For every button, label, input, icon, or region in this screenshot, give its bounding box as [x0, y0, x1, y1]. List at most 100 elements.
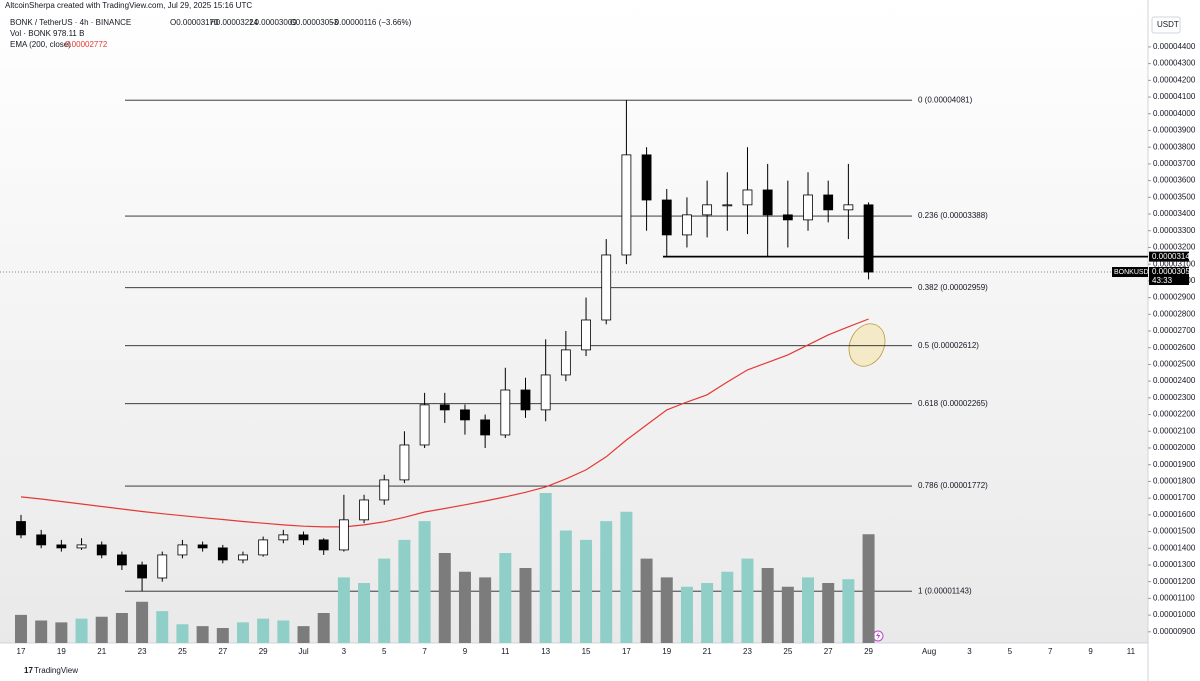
candle-body: [359, 499, 369, 521]
volume-bar: [297, 626, 310, 643]
x-tick-label: 5: [1008, 647, 1013, 656]
candle-body: [520, 389, 531, 411]
y-tick-label: 0.00002700: [1153, 326, 1196, 335]
volume-bar: [358, 583, 371, 643]
candle-body: [16, 521, 26, 536]
footer: TradingView: [34, 666, 78, 675]
y-tick-label: 0.00004100: [1153, 92, 1196, 101]
x-tick-label: 29: [864, 647, 873, 656]
y-tick-label: 0.00003500: [1153, 192, 1196, 201]
candle-body: [117, 554, 127, 566]
y-tick-label: 0.00004400: [1153, 42, 1196, 51]
candle-body: [782, 214, 793, 221]
ema-label: EMA (200, close): [10, 40, 71, 49]
candle-body: [500, 389, 511, 436]
candle-body: [863, 204, 874, 273]
symbol-label: BONKUSDT: [1114, 269, 1154, 276]
candle-body: [379, 479, 390, 501]
x-tick-label: 15: [582, 647, 591, 656]
support-label-box: [1149, 251, 1189, 262]
x-tick-label: 7: [1048, 647, 1053, 656]
y-tick-label: 0.00001600: [1153, 510, 1196, 519]
currency-box[interactable]: [1151, 16, 1181, 34]
volume-value: 978.11 B: [53, 29, 84, 38]
candle-body: [278, 534, 289, 541]
y-tick-label: 0.00002600: [1153, 343, 1196, 352]
candle-body: [581, 319, 591, 351]
x-tick-label: 27: [218, 647, 227, 656]
volume-bar: [519, 568, 532, 643]
y-tick-label: 0.00001800: [1153, 477, 1196, 486]
x-tick-label: 29: [259, 647, 268, 656]
candle-body: [36, 534, 47, 546]
candle-body: [742, 189, 753, 206]
volume-bar: [580, 539, 593, 643]
candle-body: [803, 194, 813, 221]
x-tick-label: 23: [743, 647, 752, 656]
y-tick-label: 0.00001700: [1153, 493, 1196, 502]
attribution: AltcoinSherpa created with TradingView.c…: [5, 1, 252, 10]
y-tick-label: 0.00002900: [1153, 293, 1196, 302]
y-tick-label: 0.00001000: [1153, 610, 1196, 619]
x-tick-label: 21: [703, 647, 712, 656]
y-tick-label: 0.00002100: [1153, 426, 1196, 435]
x-tick-label: 9: [463, 647, 468, 656]
volume-bar: [95, 616, 108, 643]
candle-body: [177, 544, 188, 556]
volume-bar: [802, 577, 815, 643]
volume-bar: [257, 618, 270, 643]
highlight-ellipse: [848, 323, 886, 367]
volume-bar: [680, 586, 693, 643]
x-tick-label: Jul: [298, 647, 308, 656]
symbol-title: BONK / TetherUS · 4h · BINANCE: [10, 18, 131, 27]
candle-body: [238, 554, 248, 561]
volume-bar: [479, 577, 492, 643]
volume-bar: [600, 521, 613, 643]
y-tick-label: 0.00002300: [1153, 393, 1196, 402]
volume-bar: [640, 558, 653, 643]
volume-bar: [55, 622, 68, 643]
y-tick-label: 0.00001300: [1153, 560, 1196, 569]
x-tick-label: 19: [57, 647, 66, 656]
candle-body: [197, 544, 208, 549]
volume-bar: [337, 577, 350, 643]
y-tick-label: 0.00004000: [1153, 109, 1196, 118]
volume-bar: [660, 577, 673, 643]
y-tick-label: 0.00000900: [1153, 627, 1196, 636]
candle-body: [460, 409, 470, 421]
volume-bar: [458, 571, 471, 643]
event-icon-bolt: [876, 632, 881, 640]
x-tick-label: 11: [1127, 647, 1136, 656]
y-tick-label: 0.00002400: [1153, 376, 1196, 385]
volume-bar: [136, 601, 149, 643]
x-tick-label: 3: [342, 647, 347, 656]
x-tick-label: 5: [382, 647, 387, 656]
volume-bar: [822, 583, 835, 643]
y-tick-label: 0.00001200: [1153, 577, 1196, 586]
fib-label: 0.786 (0.00001772): [918, 481, 988, 490]
volume-bar: [378, 558, 391, 643]
volume-bar: [317, 613, 330, 643]
y-tick-label: 0.00003100: [1153, 259, 1196, 268]
x-tick-label: 11: [501, 647, 510, 656]
volume-bar: [539, 493, 552, 643]
candle-body: [641, 154, 652, 201]
candle-body: [560, 349, 571, 376]
volume-bar: [761, 568, 774, 643]
y-tick-label: 0.00003600: [1153, 176, 1196, 185]
fib-label: 0.618 (0.00002265): [918, 399, 988, 408]
x-tick-label: 25: [783, 647, 792, 656]
candle-body: [419, 404, 430, 446]
currency: USDT: [1157, 20, 1179, 29]
x-tick-label: 17: [622, 647, 631, 656]
symbol-box: [1112, 267, 1148, 278]
volume-bar: [15, 614, 27, 643]
y-tick-label: 0.00003400: [1153, 209, 1196, 218]
x-tick-label: 25: [178, 647, 187, 656]
ohlc-open: O0.00003170: [170, 18, 219, 27]
candle-body: [56, 544, 67, 549]
volume-label: Vol · BONK: [10, 29, 52, 38]
candle-body: [298, 534, 309, 541]
y-tick-label: 0.00001400: [1153, 543, 1196, 552]
y-tick-label: 0.00003700: [1153, 159, 1196, 168]
